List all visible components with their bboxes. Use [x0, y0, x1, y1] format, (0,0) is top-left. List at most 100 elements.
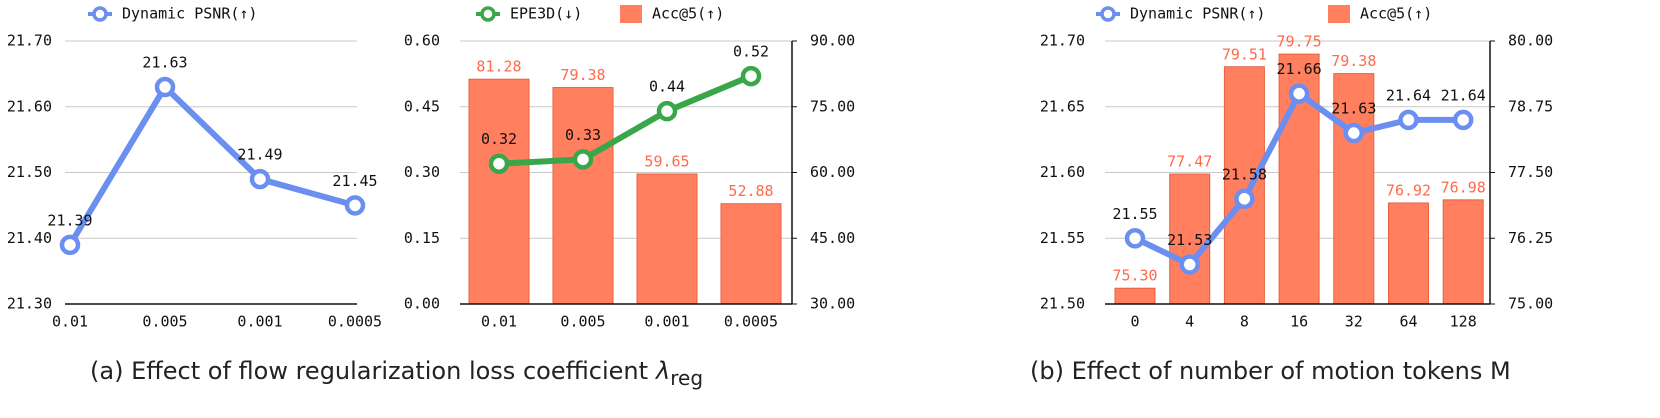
y-tick-label: 21.65 — [1040, 97, 1085, 115]
point-label: 21.55 — [1112, 205, 1157, 223]
point-label: 21.63 — [142, 54, 187, 72]
bar — [1169, 173, 1211, 305]
bar-label: 52.88 — [728, 182, 773, 200]
bar-label: 79.51 — [1222, 45, 1267, 63]
legend-marker — [92, 6, 108, 22]
line-marker — [1452, 109, 1474, 131]
y-tick-label: 21.55 — [1040, 229, 1085, 247]
line-marker — [1343, 122, 1365, 144]
line-marker — [154, 76, 176, 98]
y2-tick-label: 60.00 — [810, 163, 855, 181]
line-marker — [1288, 83, 1310, 104]
line-marker — [572, 149, 594, 170]
x-tick-label: 0.0005 — [328, 313, 382, 331]
y-tick-label: 0.45 — [404, 97, 440, 115]
bar-label: 79.38 — [560, 66, 605, 84]
x-tick-label: 0 — [1130, 313, 1139, 331]
y2-tick-label: 80.00 — [1508, 32, 1553, 50]
y2-tick-label: 90.00 — [810, 32, 855, 50]
legend-label: Acc@5(↑) — [1360, 5, 1432, 23]
x-tick-label: 4 — [1185, 313, 1194, 331]
y2-tick-label: 75.00 — [1508, 295, 1553, 313]
bar-label: 79.75 — [1277, 33, 1322, 51]
y-tick-label: 0.60 — [404, 32, 440, 50]
point-label: 21.64 — [1386, 86, 1431, 104]
line-marker — [1179, 254, 1200, 275]
y2-tick-label: 78.75 — [1508, 97, 1553, 115]
bar-label: 76.98 — [1441, 178, 1486, 196]
x-tick-label: 16 — [1290, 313, 1308, 331]
point-label: 0.44 — [649, 78, 685, 96]
legend-label: Dynamic PSNR(↑) — [1130, 5, 1265, 23]
line-marker — [1398, 109, 1419, 131]
y2-tick-label: 75.00 — [810, 97, 855, 115]
bar-label: 77.47 — [1167, 153, 1212, 171]
x-tick-label: 128 — [1450, 313, 1477, 331]
x-tick-label: 0.001 — [644, 313, 689, 331]
line-marker — [488, 153, 510, 174]
point-label: 21.58 — [1222, 165, 1267, 183]
bar-label: 81.28 — [476, 58, 521, 76]
y-tick-label: 21.40 — [7, 229, 52, 247]
y-tick-label: 21.60 — [1040, 163, 1085, 181]
legend-swatch — [1328, 5, 1350, 23]
line-marker — [740, 65, 762, 87]
y2-tick-label: 77.50 — [1508, 163, 1553, 181]
bar — [720, 203, 782, 305]
y2-tick-label: 76.25 — [1508, 229, 1553, 247]
line-marker — [59, 234, 81, 256]
bar-label: 76.92 — [1386, 182, 1431, 200]
y-tick-label: 0.15 — [404, 229, 440, 247]
point-label: 21.63 — [1331, 100, 1376, 118]
line-marker — [344, 195, 366, 216]
x-tick-label: 0.0005 — [724, 313, 778, 331]
y2-tick-label: 45.00 — [810, 229, 855, 247]
line — [67, 84, 356, 247]
y-tick-label: 21.50 — [7, 163, 52, 181]
x-tick-label: 0.01 — [52, 313, 88, 331]
point-label: 21.39 — [47, 211, 92, 229]
y-tick-label: 21.70 — [1040, 32, 1085, 50]
bar — [1333, 73, 1375, 305]
x-tick-label: 64 — [1399, 313, 1417, 331]
point-label: 0.33 — [565, 126, 601, 144]
x-tick-label: 32 — [1345, 313, 1363, 331]
bar-label: 75.30 — [1112, 267, 1157, 285]
line-marker — [656, 100, 678, 122]
legend-label: Dynamic PSNR(↑) — [122, 5, 257, 23]
bar-label: 79.38 — [1331, 52, 1376, 70]
bar — [552, 87, 614, 305]
bar — [1223, 66, 1265, 305]
x-tick-label: 0.005 — [560, 313, 605, 331]
caption-symbol: λ — [654, 357, 670, 385]
line — [498, 73, 753, 167]
y-tick-label: 21.60 — [7, 97, 52, 115]
line-marker — [249, 168, 271, 190]
caption-subscript: reg — [670, 366, 703, 390]
point-label: 21.49 — [237, 146, 282, 164]
legend-swatch — [620, 5, 642, 23]
caption-text: (a) Effect of flow regularization loss c… — [90, 357, 648, 385]
bar — [636, 173, 698, 305]
x-tick-label: 0.01 — [481, 313, 517, 331]
point-label: 21.64 — [1441, 86, 1486, 104]
y-tick-label: 21.70 — [7, 32, 52, 50]
point-label: 0.32 — [481, 130, 517, 148]
point-label: 0.52 — [733, 43, 769, 61]
legend-marker — [1100, 6, 1116, 22]
point-label: 21.45 — [332, 172, 377, 190]
y-tick-label: 0.00 — [404, 295, 440, 313]
x-tick-label: 8 — [1240, 313, 1249, 331]
bar — [1388, 202, 1429, 305]
y-tick-label: 21.50 — [1040, 295, 1085, 313]
bar-label: 59.65 — [644, 153, 689, 171]
point-label: 21.66 — [1277, 60, 1322, 78]
line-marker — [1234, 188, 1255, 210]
y-tick-label: 21.30 — [7, 295, 52, 313]
caption: (a) Effect of flow regularization loss c… — [90, 357, 703, 390]
caption: (b) Effect of number of motion tokens M — [1030, 357, 1511, 385]
y2-tick-label: 30.00 — [810, 295, 855, 313]
bar — [1114, 287, 1156, 305]
